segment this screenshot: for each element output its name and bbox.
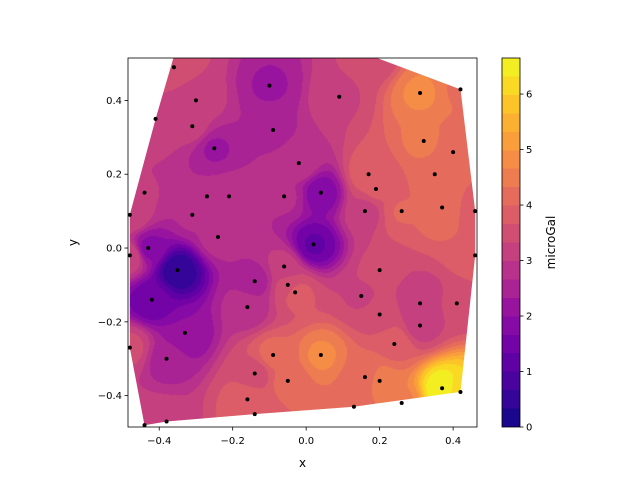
station-marker bbox=[377, 268, 382, 273]
y-tick-label: −0.2 bbox=[98, 317, 122, 328]
colorbar: 0 1 2 3 4 5 6 microGal bbox=[501, 57, 558, 434]
station-marker bbox=[142, 423, 147, 427]
station-marker bbox=[212, 146, 217, 151]
station-marker bbox=[451, 150, 456, 155]
colorbar-tick-label: 3 bbox=[526, 256, 532, 267]
station-marker bbox=[271, 127, 276, 132]
station-marker bbox=[164, 356, 169, 361]
station-marker bbox=[440, 386, 445, 391]
station-marker bbox=[311, 242, 316, 247]
station-marker bbox=[432, 172, 437, 177]
contour-fill bbox=[129, 58, 476, 426]
station-marker bbox=[216, 234, 221, 239]
station-marker bbox=[377, 312, 382, 317]
station-marker bbox=[362, 209, 367, 214]
station-marker bbox=[173, 58, 175, 59]
station-marker bbox=[371, 58, 374, 59]
station-marker bbox=[142, 190, 147, 195]
station-marker bbox=[267, 83, 272, 88]
x-tick-label: 0.4 bbox=[445, 436, 461, 447]
colorbar-frame bbox=[501, 57, 521, 428]
x-axis-label: x bbox=[299, 456, 306, 470]
station-marker bbox=[458, 389, 463, 394]
plot-area: −0.4 −0.2 0.0 0.2 0.4 −0.4 −0.2 0.0 0.2 0.4 x y bbox=[66, 57, 478, 470]
y-tick-label: −0.4 bbox=[98, 391, 122, 402]
station-marker bbox=[418, 91, 423, 96]
contour-raster bbox=[129, 58, 476, 426]
station-marker bbox=[454, 301, 459, 306]
station-marker bbox=[271, 353, 276, 358]
y-tick-label: 0.4 bbox=[106, 96, 122, 107]
station-marker bbox=[245, 397, 250, 402]
station-marker bbox=[421, 139, 426, 144]
station-marker bbox=[175, 268, 180, 273]
station-marker bbox=[285, 378, 290, 383]
station-marker bbox=[351, 404, 356, 409]
colorbar-tick-label: 5 bbox=[526, 145, 532, 156]
station-marker bbox=[359, 294, 364, 299]
station-marker bbox=[282, 194, 287, 199]
y-tick-label: 0.2 bbox=[106, 170, 122, 181]
x-tick-label: 0.0 bbox=[298, 436, 314, 447]
colorbar-tick-label: 0 bbox=[526, 423, 532, 434]
station-marker bbox=[392, 341, 397, 346]
station-marker bbox=[245, 305, 250, 310]
station-marker bbox=[193, 98, 198, 103]
station-marker bbox=[337, 94, 342, 99]
station-marker bbox=[373, 186, 378, 191]
station-markers bbox=[128, 58, 477, 427]
station-marker bbox=[204, 194, 209, 199]
station-marker bbox=[149, 297, 154, 302]
x-tick-label: 0.2 bbox=[372, 436, 388, 447]
plot-frame bbox=[127, 57, 478, 428]
station-marker bbox=[252, 279, 257, 284]
station-marker bbox=[128, 345, 132, 350]
station-marker bbox=[285, 282, 290, 287]
station-marker bbox=[182, 330, 187, 335]
station-marker bbox=[227, 194, 232, 199]
colorbar-tick-label: 1 bbox=[526, 367, 532, 378]
y-axis-ticks: −0.4 −0.2 0.0 0.2 0.4 bbox=[98, 96, 128, 402]
colorbar-ticks: 0 1 2 3 4 5 6 bbox=[520, 90, 532, 434]
station-marker bbox=[296, 161, 301, 166]
station-marker bbox=[164, 419, 169, 424]
station-marker bbox=[252, 371, 257, 376]
station-marker bbox=[190, 212, 195, 217]
station-marker bbox=[399, 401, 404, 406]
colorbar-label: microGal bbox=[544, 216, 558, 270]
station-marker bbox=[128, 253, 132, 258]
station-marker bbox=[318, 353, 323, 358]
station-marker bbox=[190, 124, 195, 129]
colorbar-tick-label: 6 bbox=[526, 90, 532, 101]
station-marker bbox=[282, 264, 287, 269]
station-marker bbox=[293, 290, 298, 295]
station-marker bbox=[377, 378, 382, 383]
station-marker bbox=[128, 212, 132, 217]
x-tick-label: −0.4 bbox=[147, 436, 171, 447]
station-marker bbox=[146, 246, 151, 251]
station-marker bbox=[418, 301, 423, 306]
y-tick-label: 0.0 bbox=[106, 244, 122, 255]
y-axis-label: y bbox=[66, 239, 80, 246]
station-marker bbox=[153, 116, 158, 121]
colorbar-gradient bbox=[502, 58, 520, 427]
station-marker bbox=[252, 412, 257, 417]
station-marker bbox=[399, 209, 404, 214]
station-marker bbox=[171, 65, 176, 70]
x-axis-ticks: −0.4 −0.2 0.0 0.2 0.4 bbox=[147, 427, 461, 447]
station-marker bbox=[473, 209, 477, 214]
station-marker bbox=[418, 323, 423, 328]
x-tick-label: −0.2 bbox=[221, 436, 245, 447]
station-marker bbox=[318, 190, 323, 195]
station-marker bbox=[362, 375, 367, 380]
colorbar-tick-label: 4 bbox=[526, 201, 532, 212]
station-marker bbox=[473, 253, 477, 258]
station-marker bbox=[440, 205, 445, 210]
station-marker bbox=[366, 172, 371, 177]
station-marker bbox=[458, 87, 463, 92]
colorbar-tick-label: 2 bbox=[526, 312, 532, 323]
